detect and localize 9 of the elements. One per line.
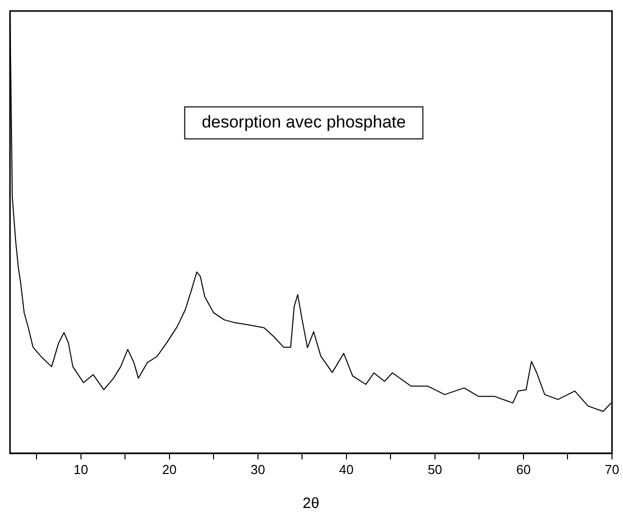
x-tick-label: 20: [162, 462, 177, 477]
x-tick-label: 70: [604, 462, 620, 477]
annotation: desorption avec phosphate: [202, 112, 406, 132]
x-tick-label: 50: [428, 462, 442, 477]
x-tick-label: 60: [516, 462, 531, 477]
x-tick-label: 40: [339, 462, 354, 477]
x-tick-label: 10: [74, 462, 88, 477]
x-axis-title: 2θ: [302, 495, 320, 512]
x-tick-label: 30: [250, 462, 266, 477]
